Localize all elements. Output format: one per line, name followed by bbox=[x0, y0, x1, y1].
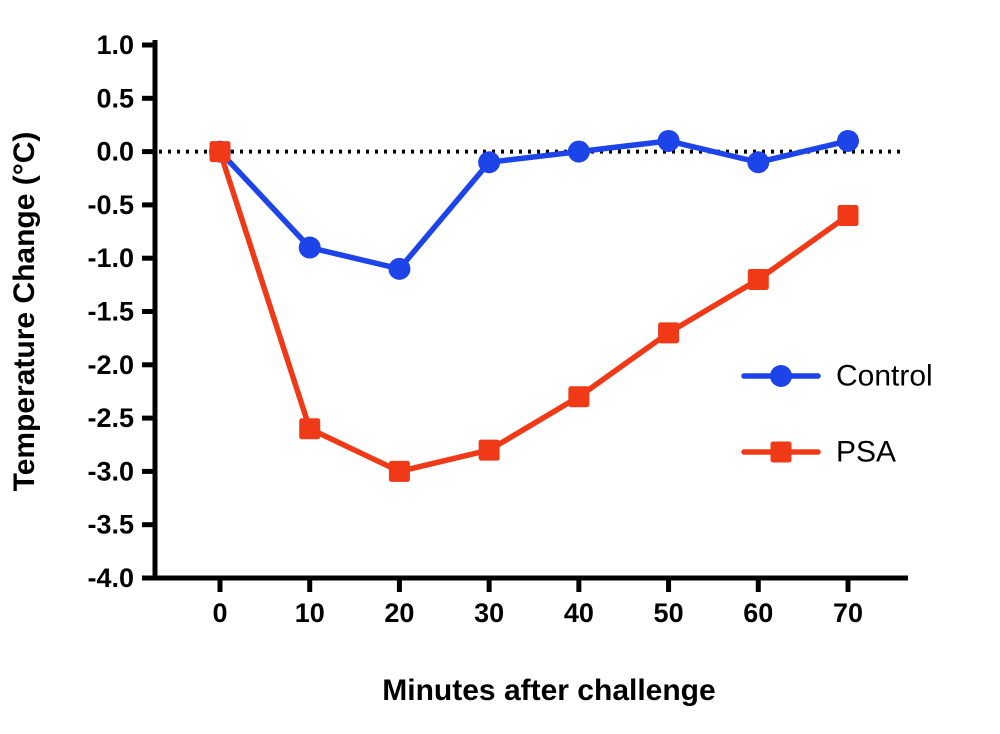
series-marker-psa bbox=[568, 386, 590, 408]
series-marker-control bbox=[747, 151, 770, 174]
x-tick-label: 60 bbox=[743, 598, 773, 628]
x-tick-label: 50 bbox=[654, 598, 684, 628]
series-marker-control bbox=[298, 236, 321, 259]
series-marker-psa bbox=[837, 205, 859, 227]
legend-label-control: Control bbox=[836, 360, 933, 393]
y-tick-label: -3.0 bbox=[87, 456, 134, 486]
series-line-psa bbox=[217, 148, 851, 475]
legend-label-psa: PSA bbox=[836, 436, 896, 469]
legend-marker-psa bbox=[770, 441, 792, 463]
y-tick-label: -3.5 bbox=[87, 510, 134, 540]
series-marker-control bbox=[657, 129, 680, 152]
x-tick-label: 20 bbox=[384, 598, 414, 628]
series-marker-psa bbox=[478, 439, 500, 461]
series-marker-psa bbox=[747, 269, 769, 291]
series-marker-psa bbox=[658, 322, 680, 344]
x-tick-label: 30 bbox=[474, 598, 504, 628]
series-marker-control bbox=[567, 140, 590, 163]
series-marker-psa bbox=[299, 418, 321, 440]
x-tick-label: 40 bbox=[564, 598, 594, 628]
x-tick-label: 10 bbox=[295, 598, 325, 628]
series-marker-control bbox=[837, 129, 859, 152]
y-tick-label: -1.5 bbox=[87, 297, 134, 327]
series-marker-psa bbox=[209, 141, 231, 163]
x-tick-label: 0 bbox=[212, 598, 227, 628]
y-tick-label: -2.5 bbox=[87, 403, 134, 433]
legend-marker-control bbox=[770, 365, 792, 387]
y-tick-label: -0.5 bbox=[87, 190, 134, 220]
y-tick-label: -4.0 bbox=[87, 563, 134, 593]
y-tick-label: 0.0 bbox=[96, 137, 134, 167]
series-marker-psa bbox=[388, 460, 410, 482]
series-line-control bbox=[217, 138, 851, 272]
x-axis-title: Minutes after challenge bbox=[382, 674, 715, 707]
y-tick-label: -2.0 bbox=[87, 350, 134, 380]
series-marker-control bbox=[478, 151, 501, 174]
y-tick-label: 1.0 bbox=[96, 30, 134, 60]
x-tick-label: 70 bbox=[833, 598, 863, 628]
y-tick-label: 0.5 bbox=[96, 83, 134, 113]
y-tick-label: -1.0 bbox=[87, 243, 134, 273]
series-marker-control bbox=[388, 257, 411, 280]
y-axis-title: Temperature Change (°C) bbox=[8, 132, 41, 492]
